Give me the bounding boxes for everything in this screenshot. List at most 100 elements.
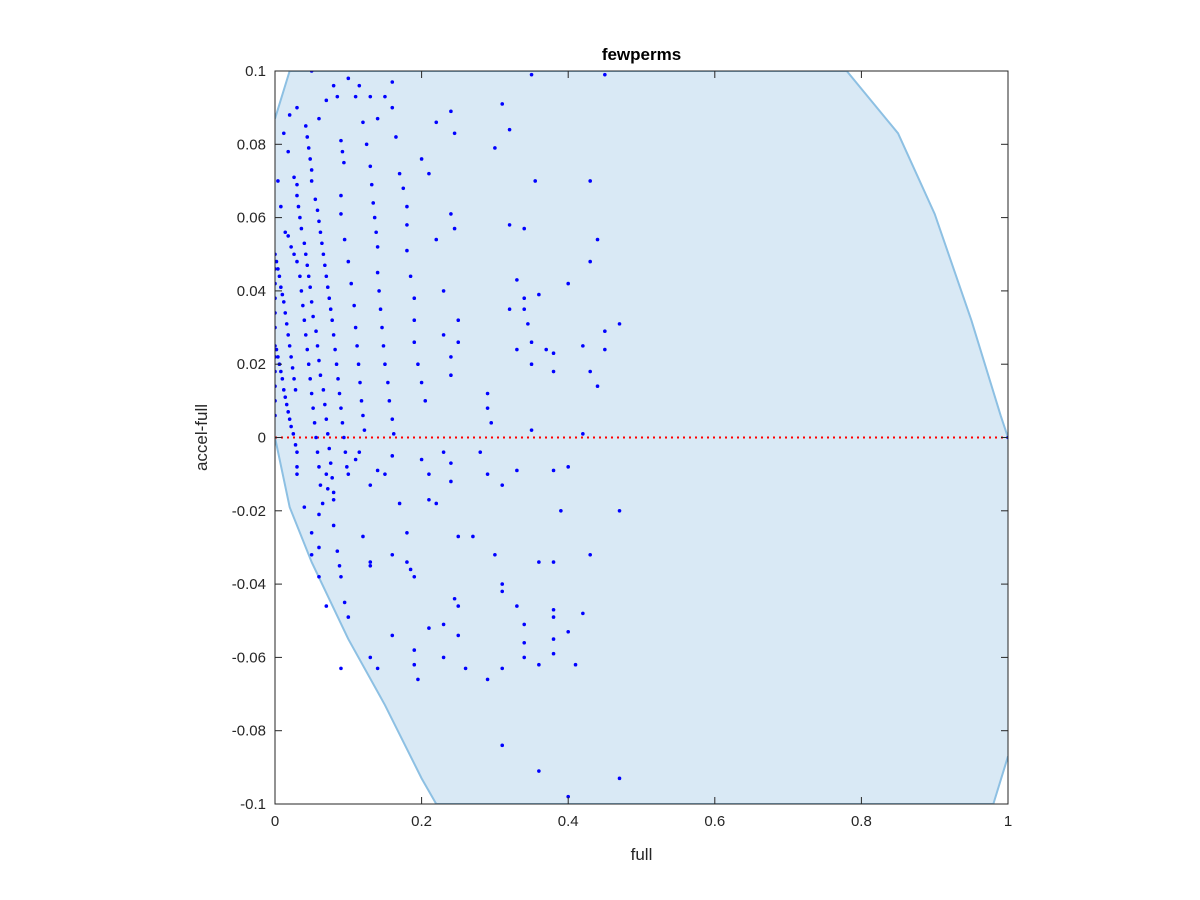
data-point (581, 344, 585, 348)
data-point (529, 362, 534, 367)
data-point (372, 215, 377, 220)
data-point (522, 226, 527, 231)
data-point (427, 472, 431, 476)
data-point (551, 607, 556, 612)
data-point (353, 457, 358, 462)
data-point (441, 450, 446, 454)
data-point (551, 468, 556, 473)
data-point (449, 461, 453, 465)
data-point (386, 380, 390, 385)
data-point (537, 560, 541, 564)
data-point (331, 333, 336, 337)
data-point (309, 552, 314, 557)
data-point (303, 333, 308, 337)
data-point (551, 351, 556, 356)
data-point (295, 105, 299, 110)
data-point (309, 391, 314, 396)
region-lower-edge (275, 437, 1008, 804)
data-point (362, 428, 367, 432)
data-point (337, 563, 342, 568)
data-point (551, 615, 556, 619)
data-point (357, 83, 362, 88)
data-point (317, 465, 321, 469)
data-point (485, 677, 490, 682)
data-point (537, 662, 541, 667)
data-point (305, 347, 310, 352)
data-point (342, 600, 347, 605)
scatter-points (275, 71, 1008, 799)
data-point (412, 648, 417, 652)
data-point (298, 274, 302, 279)
data-point (603, 72, 607, 77)
data-point (295, 182, 299, 187)
data-point (478, 450, 483, 454)
data-point (311, 314, 315, 319)
data-point (331, 83, 336, 88)
data-point (617, 322, 622, 326)
data-point (299, 289, 304, 293)
data-point (390, 633, 395, 638)
data-point (405, 530, 409, 535)
data-point (306, 274, 311, 279)
data-point (279, 204, 283, 209)
data-point (603, 347, 607, 352)
data-point (340, 421, 345, 425)
data-point (356, 362, 361, 367)
data-point (408, 274, 413, 279)
data-point (434, 501, 439, 506)
data-point (352, 303, 356, 308)
data-point (286, 410, 290, 414)
data-point (522, 640, 527, 645)
data-point (515, 604, 519, 608)
data-point (405, 204, 409, 209)
data-point (617, 776, 622, 781)
data-point (335, 94, 340, 99)
data-point (325, 432, 330, 436)
data-point (323, 263, 327, 268)
y-tick-label: -0.06 (232, 649, 266, 666)
y-tick-label: 0.02 (237, 356, 266, 373)
data-point (353, 325, 358, 330)
data-point (279, 369, 283, 374)
data-point (343, 450, 348, 454)
data-point (361, 534, 365, 539)
data-point (427, 171, 431, 176)
data-point (295, 193, 299, 198)
y-tick-label: 0.1 (245, 63, 266, 80)
data-point (529, 428, 534, 432)
y-tick-label: -0.04 (232, 576, 266, 593)
data-point (387, 399, 392, 403)
data-point (315, 344, 320, 348)
data-point (339, 212, 343, 216)
data-point (522, 307, 527, 312)
data-point (397, 501, 402, 506)
data-point (522, 296, 527, 301)
data-point (349, 281, 354, 286)
data-point (522, 655, 527, 660)
data-point (452, 226, 457, 231)
data-point (566, 281, 570, 286)
data-point (537, 769, 541, 773)
data-point (529, 72, 534, 77)
data-point (500, 666, 505, 671)
data-point (375, 270, 380, 275)
data-point (452, 131, 457, 136)
data-point (427, 498, 431, 502)
data-point (336, 377, 340, 381)
data-point (368, 164, 373, 169)
data-point (380, 325, 384, 330)
data-point (369, 182, 374, 187)
data-point (359, 399, 364, 403)
data-point (617, 509, 622, 513)
data-point (296, 204, 301, 209)
y-tick-label: -0.02 (232, 503, 266, 520)
data-point (566, 794, 570, 799)
data-point (328, 307, 333, 312)
data-point (318, 373, 323, 377)
data-point (275, 347, 279, 352)
data-point (489, 421, 494, 425)
data-point (276, 355, 280, 359)
x-tick-label: 0 (271, 813, 279, 830)
data-point (408, 567, 413, 572)
data-point (588, 259, 592, 264)
